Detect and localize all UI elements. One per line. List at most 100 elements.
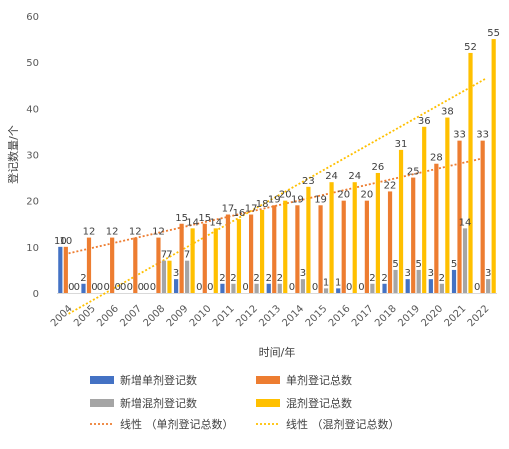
bar bbox=[283, 200, 288, 293]
x-tick-label: 2012 bbox=[234, 303, 260, 329]
data-label: 3 bbox=[173, 268, 179, 279]
data-label: 20 bbox=[279, 190, 292, 201]
data-label: 0 bbox=[196, 282, 202, 293]
bar bbox=[231, 283, 236, 293]
data-label: 0 bbox=[474, 282, 480, 293]
data-label: 10 bbox=[54, 236, 67, 247]
data-label: 0 bbox=[150, 282, 156, 293]
data-label: 2 bbox=[266, 273, 272, 284]
bar bbox=[480, 140, 485, 293]
data-label: 0 bbox=[97, 282, 103, 293]
data-label: 5 bbox=[451, 259, 457, 270]
bar bbox=[422, 126, 427, 293]
data-label: 19 bbox=[314, 194, 327, 205]
data-label: 14 bbox=[209, 217, 222, 228]
bar bbox=[202, 223, 207, 293]
bar bbox=[491, 39, 496, 294]
data-label: 2 bbox=[277, 273, 283, 284]
data-label: 0 bbox=[138, 282, 144, 293]
data-label: 0 bbox=[358, 282, 364, 293]
data-label: 2 bbox=[439, 273, 445, 284]
bar bbox=[133, 237, 138, 293]
x-tick-label: 2009 bbox=[165, 303, 191, 329]
data-label: 7 bbox=[184, 250, 190, 261]
legend-label: 新增混剂登记数 bbox=[120, 396, 197, 410]
bar bbox=[225, 214, 231, 293]
bar bbox=[439, 283, 444, 293]
bar bbox=[329, 182, 334, 293]
data-label: 24 bbox=[325, 171, 338, 182]
legend-swatch bbox=[90, 399, 114, 407]
bar bbox=[416, 269, 421, 293]
data-label: 0 bbox=[114, 282, 120, 293]
legend-label: 线性 （单剂登记总数） bbox=[120, 417, 234, 431]
x-tick-label: 2015 bbox=[304, 303, 330, 329]
bar bbox=[179, 223, 184, 293]
data-label: 19 bbox=[268, 194, 281, 205]
data-label: 7 bbox=[166, 250, 172, 261]
data-label: 14 bbox=[459, 217, 472, 228]
data-label: 10 bbox=[59, 236, 72, 247]
data-label: 0 bbox=[68, 282, 74, 293]
data-label: 2 bbox=[219, 273, 225, 284]
data-label: 55 bbox=[487, 28, 500, 39]
bar bbox=[462, 228, 468, 293]
trendline bbox=[68, 156, 486, 255]
x-tick-label: 2005 bbox=[72, 303, 98, 329]
y-tick-label: 20 bbox=[26, 197, 39, 208]
bars bbox=[58, 39, 496, 294]
data-label: 3 bbox=[300, 268, 306, 279]
bar bbox=[161, 260, 167, 293]
bar bbox=[266, 283, 271, 293]
bar bbox=[156, 237, 161, 293]
trendlines bbox=[68, 78, 486, 315]
data-label: 36 bbox=[418, 116, 431, 127]
data-label: 18 bbox=[256, 199, 269, 210]
bar bbox=[167, 260, 172, 293]
bar bbox=[277, 283, 282, 293]
y-tick-label: 50 bbox=[26, 58, 39, 69]
legend-label: 单剂登记总数 bbox=[286, 373, 352, 387]
data-label: 0 bbox=[143, 282, 149, 293]
data-label: 2 bbox=[369, 273, 375, 284]
bar bbox=[451, 269, 457, 293]
data-label: 17 bbox=[222, 204, 235, 215]
x-tick-label: 2010 bbox=[188, 303, 214, 329]
data-label: 5 bbox=[392, 259, 398, 270]
bar bbox=[58, 246, 63, 293]
data-label: 38 bbox=[441, 107, 454, 118]
bar bbox=[306, 186, 311, 293]
bar bbox=[382, 283, 387, 293]
legend-swatch bbox=[256, 376, 280, 384]
data-label: 0 bbox=[242, 282, 248, 293]
x-tick-label: 2018 bbox=[373, 303, 399, 329]
bar bbox=[457, 140, 462, 293]
legend-swatch bbox=[90, 376, 114, 384]
data-label: 15 bbox=[175, 213, 188, 224]
data-label: 0 bbox=[346, 282, 352, 293]
data-label: 12 bbox=[129, 227, 142, 238]
bar bbox=[370, 283, 375, 293]
y-tick-label: 30 bbox=[26, 151, 39, 162]
x-axis-title: 时间/年 bbox=[259, 345, 296, 359]
bar bbox=[445, 117, 450, 293]
legend-label: 线性 （混剂登记总数） bbox=[286, 417, 400, 431]
data-label: 0 bbox=[120, 282, 126, 293]
x-tick-label: 2013 bbox=[257, 303, 283, 329]
bar bbox=[110, 237, 115, 293]
data-label: 3 bbox=[428, 268, 434, 279]
data-label: 5 bbox=[416, 259, 422, 270]
y-tick-label: 60 bbox=[26, 12, 39, 23]
data-label: 0 bbox=[103, 282, 109, 293]
y-tick-label: 10 bbox=[26, 243, 39, 254]
x-tick-label: 2014 bbox=[281, 303, 307, 329]
data-label: 2 bbox=[253, 273, 259, 284]
x-tick-label: 2019 bbox=[396, 303, 422, 329]
data-label: 33 bbox=[453, 130, 466, 141]
data-label: 3 bbox=[485, 268, 491, 279]
bar bbox=[185, 260, 190, 293]
bar bbox=[86, 237, 92, 293]
bar bbox=[63, 246, 68, 293]
bar bbox=[295, 205, 300, 293]
